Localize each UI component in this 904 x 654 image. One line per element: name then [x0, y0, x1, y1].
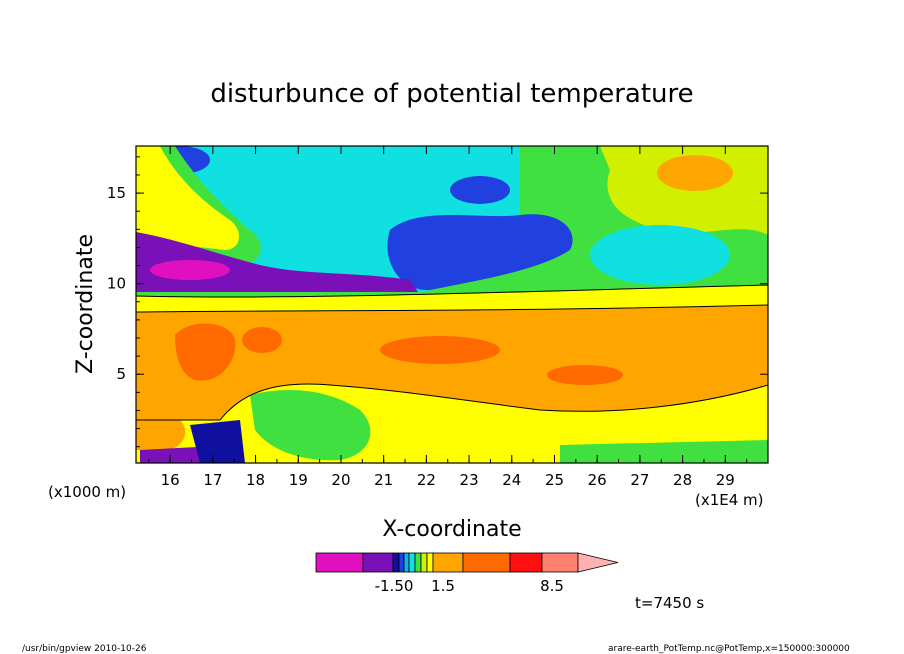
colorbar-segment-1	[362, 552, 394, 573]
colorbar-label-2: 8.5	[540, 577, 564, 595]
region-magenta-core	[150, 260, 230, 280]
region-orange-top-right	[657, 155, 733, 191]
x-tick-label-21: 21	[374, 471, 393, 489]
colorbar-labels: -1.50 1.5 8.5	[375, 577, 564, 595]
region-darkorange-center	[380, 336, 500, 364]
region-bottom-blue-strip	[190, 420, 245, 463]
x-tick-label-19: 19	[289, 471, 308, 489]
colorbar-extend-arrow	[577, 552, 619, 573]
x-axis-label: X-coordinate	[382, 517, 521, 542]
region-surface-green-right	[560, 440, 768, 463]
colorbar-segment-3	[398, 552, 405, 573]
x-tick-label-23: 23	[460, 471, 479, 489]
y-tick-label-15: 15	[107, 184, 126, 202]
x-tick-label-16: 16	[161, 471, 180, 489]
x-unit-label: (x1E4 m)	[695, 491, 764, 509]
plot-frame	[135, 145, 769, 464]
x-tick-label-25: 25	[545, 471, 564, 489]
colorbar-segment-11	[509, 552, 543, 573]
region-darkorange-left	[175, 323, 236, 381]
x-tick-label-26: 26	[588, 471, 607, 489]
x-tick-label-28: 28	[673, 471, 692, 489]
contour-line-2	[136, 284, 768, 298]
region-blue-small	[450, 176, 510, 204]
y-axis-ticks: 5 10 15	[107, 156, 768, 448]
colorbar-label-1: 1.5	[431, 577, 455, 595]
x-tick-label-17: 17	[203, 471, 222, 489]
y-axis-label: Z-coordinate	[73, 234, 98, 374]
colorbar-segment-7	[420, 552, 428, 573]
colorbar-segment-8	[426, 552, 434, 573]
region-tropopause-purple	[136, 232, 420, 295]
contour-line-1	[136, 304, 768, 313]
colorbar-segment-6	[414, 552, 422, 573]
colorbar-segment-4	[403, 552, 410, 573]
colorbar-segment-0	[315, 552, 364, 573]
x-tick-label-20: 20	[331, 471, 350, 489]
x-axis-ticks: 16 17 18 19 20 21 22 23 24 25 26 27 28 29	[148, 146, 769, 489]
colorbar-segment-12	[541, 552, 579, 573]
region-darkorange-right	[547, 365, 623, 385]
time-annotation: t=7450 s	[635, 594, 704, 612]
x-tick-label-18: 18	[246, 471, 265, 489]
colorbar-label-0: -1.50	[375, 577, 414, 595]
chart-title: disturbunce of potential temperature	[210, 79, 693, 109]
region-blue-upper	[387, 214, 573, 291]
colorbar-segment-2	[392, 552, 400, 573]
region-cyan-blob-right	[590, 225, 730, 285]
region-darkorange-small	[242, 327, 282, 353]
region-yellow-left	[136, 146, 240, 250]
colorbar-segment-5	[408, 552, 416, 573]
x-tick-label-22: 22	[417, 471, 436, 489]
plot-field	[136, 146, 768, 463]
colorbar	[315, 552, 619, 573]
footer-right: arare-earth_PotTemp.nc@PotTemp,x=150000:…	[608, 644, 850, 654]
contour-line-3	[136, 383, 768, 421]
y-tick-label-5: 5	[116, 365, 126, 383]
colorbar-segment-10	[462, 552, 511, 573]
region-bottom-orange-left	[136, 420, 186, 450]
footer-left: /usr/bin/gpview 2010-10-26	[22, 644, 147, 654]
colorbar-segment-9	[432, 552, 464, 573]
x-tick-label-27: 27	[630, 471, 649, 489]
x-tick-label-24: 24	[502, 471, 521, 489]
y-tick-label-10: 10	[107, 275, 126, 293]
x-tick-label-29: 29	[716, 471, 735, 489]
y-unit-label: (x1000 m)	[48, 483, 126, 501]
region-surface-green	[250, 390, 371, 461]
